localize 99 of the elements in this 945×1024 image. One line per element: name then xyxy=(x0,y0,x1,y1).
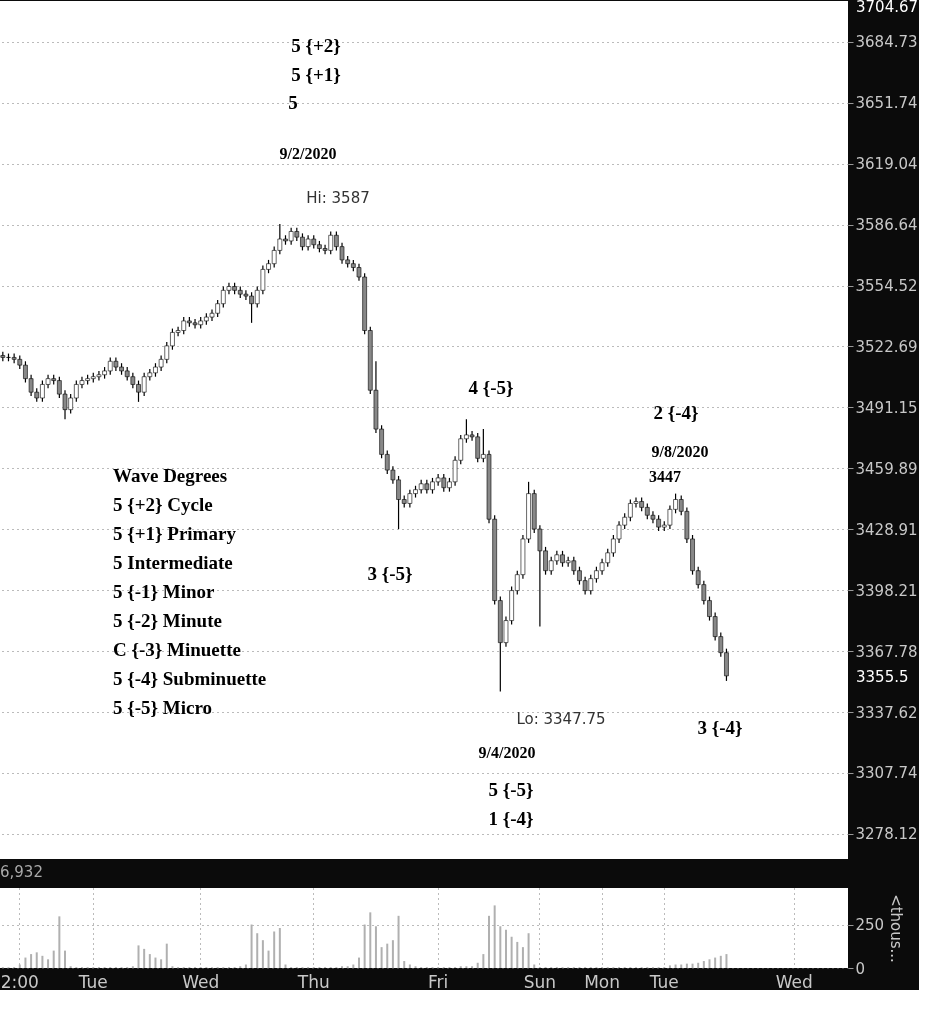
bar xyxy=(58,916,61,968)
chart-title: 6,932 xyxy=(0,863,43,881)
bar xyxy=(403,961,406,968)
annotation: Hi: 3587 xyxy=(306,189,370,207)
bar xyxy=(386,943,389,968)
bar xyxy=(476,962,479,968)
bar xyxy=(510,936,513,968)
bar xyxy=(160,959,163,968)
annotation: 1 {-4} xyxy=(488,808,534,829)
bar xyxy=(261,940,264,968)
annotation: 5 {-5} Micro xyxy=(113,697,213,718)
y-tick-label: 3367.78 xyxy=(855,642,918,661)
bar xyxy=(668,965,671,968)
text: 3355.5 xyxy=(856,668,909,686)
annotation: 9/4/2020 xyxy=(478,744,536,761)
y-tick-label: 3307.74 xyxy=(855,764,918,783)
annotation: C {-3} Minuette xyxy=(113,639,241,660)
y-tick-label: 3459.89 xyxy=(855,459,918,478)
bar xyxy=(369,912,372,968)
bar xyxy=(521,947,524,968)
bar xyxy=(143,948,146,968)
bar xyxy=(357,957,360,968)
bar xyxy=(278,928,281,968)
bar xyxy=(250,924,253,968)
annotation: 3447 xyxy=(649,468,681,485)
y-tick-label: 3337.62 xyxy=(855,703,918,722)
x-tick-label: Thu xyxy=(296,971,330,992)
y-tick-label: 3398.21 xyxy=(855,581,918,600)
annotation: Wave Degrees xyxy=(113,465,228,486)
annotation: 5 Intermediate xyxy=(113,552,233,573)
bar xyxy=(397,915,400,968)
annotation: 5 {-1} Minor xyxy=(113,581,216,602)
annotation: 5 {+1} Primary xyxy=(113,523,237,544)
bar xyxy=(714,957,717,968)
bar xyxy=(527,933,530,968)
bar xyxy=(374,926,377,968)
annotation: 5 {-4} Subminuette xyxy=(113,668,267,689)
bar xyxy=(391,940,394,968)
annotation: 3 {-5} xyxy=(367,563,413,584)
x-tick-label: Wed xyxy=(182,971,220,992)
y-tick-label: 3278.12 xyxy=(855,825,918,844)
x-tick-label: Sun xyxy=(523,971,557,992)
annotation: 2 {-4} xyxy=(653,402,699,423)
text: 3704.67 xyxy=(856,0,919,16)
bar xyxy=(493,905,496,968)
annotation: 5 {+2} xyxy=(291,35,341,56)
x-tick-label: Tue xyxy=(648,971,679,992)
bar xyxy=(30,954,33,968)
x-tick-label: Fri xyxy=(428,971,449,992)
bar xyxy=(256,933,259,968)
bar xyxy=(482,954,485,968)
y-tick-label: 250 xyxy=(855,916,885,935)
annotation: 5 {-2} Minute xyxy=(113,610,222,631)
x-tick-label: Mon xyxy=(584,971,620,992)
bar xyxy=(165,943,168,968)
bar xyxy=(35,952,38,968)
y-axis-title: <thous... xyxy=(887,894,906,963)
y-tick-label: 3428.91 xyxy=(855,520,918,539)
bar xyxy=(273,931,276,968)
y-tick-label: 3491.15 xyxy=(855,398,918,417)
bar xyxy=(380,947,383,968)
annotation: 5 {+2} Cycle xyxy=(113,494,213,515)
bar xyxy=(697,962,700,968)
y-tick-label: 3554.52 xyxy=(855,277,918,296)
x-tick-label: Tue xyxy=(77,971,108,992)
bar xyxy=(148,954,151,968)
annotation: 5 {-5} xyxy=(488,779,534,800)
bar xyxy=(154,957,157,968)
y-tick-label: 3684.73 xyxy=(855,33,918,52)
annotation: 9/2/2020 xyxy=(279,145,337,162)
annotation: 9/8/2020 xyxy=(651,443,709,460)
bar xyxy=(702,961,705,968)
bar xyxy=(499,926,502,968)
x-tick-label: Wed xyxy=(775,971,813,992)
bar xyxy=(41,955,44,968)
bar xyxy=(725,954,728,968)
bar xyxy=(64,950,67,968)
annotation: 3 {-4} xyxy=(697,717,743,738)
bar xyxy=(516,941,519,968)
y-tick-label: 0 xyxy=(855,959,866,978)
bar xyxy=(719,955,722,968)
bar xyxy=(504,929,507,968)
y-tick-label: 3619.04 xyxy=(855,155,918,174)
bar xyxy=(708,959,711,968)
bar xyxy=(488,915,491,968)
bar xyxy=(52,950,55,968)
annotation: 5 xyxy=(288,92,298,113)
bar xyxy=(24,957,27,968)
annotation: 4 {-5} xyxy=(468,377,514,398)
x-tick-label: 2:00 xyxy=(0,971,39,992)
annotation: 5 {+1} xyxy=(291,64,341,85)
y-tick-label: 3651.74 xyxy=(855,94,918,113)
bar xyxy=(137,945,140,968)
bar xyxy=(47,959,50,968)
y-tick-label: 3586.64 xyxy=(855,216,918,235)
annotation: Lo: 3347.75 xyxy=(516,710,606,728)
bar xyxy=(267,950,270,968)
y-tick-label: 3522.69 xyxy=(855,337,918,356)
bar xyxy=(363,924,366,968)
